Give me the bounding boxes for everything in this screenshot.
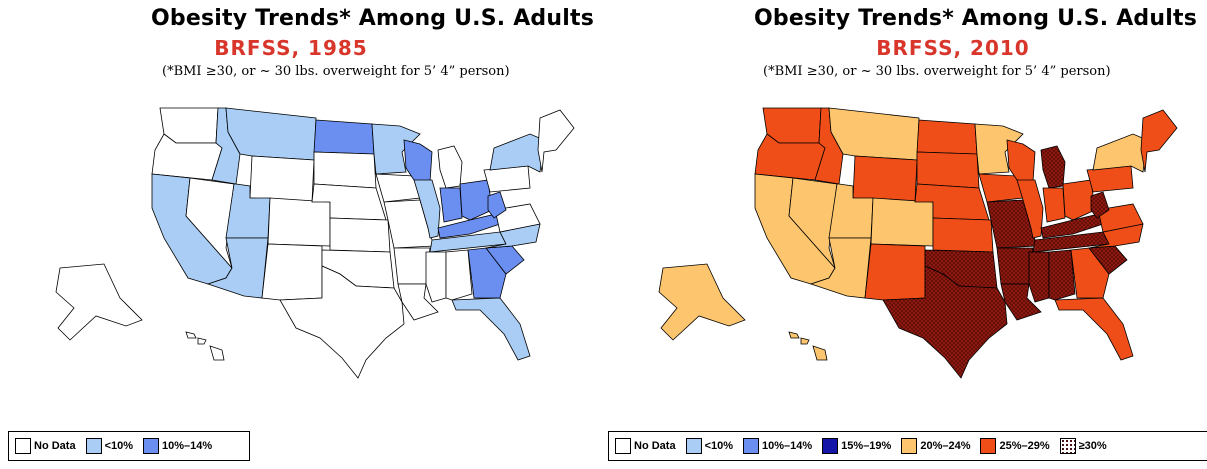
state-oh [459, 179, 493, 221]
state-mn [974, 123, 1024, 175]
state-ar [393, 247, 431, 285]
state-mi [1040, 145, 1066, 189]
state-ga [1070, 247, 1110, 299]
legend-item-no-data: No Data [15, 438, 76, 454]
legend-swatch [980, 438, 997, 454]
state-sd [313, 151, 377, 189]
state-oh [1062, 179, 1096, 221]
legend-swatch [685, 438, 702, 454]
state-wv [1090, 191, 1110, 219]
legend-item-25-29: 25%–29% [980, 438, 1050, 454]
map-legend: No Data <10% 10%–14% [8, 431, 250, 461]
legend-label: No Data [634, 440, 676, 452]
bmi-footnote: (*BMI ≥30, or ~ 30 lbs. overweight for 5… [162, 64, 510, 79]
state-hi [185, 331, 225, 361]
legend-label: 20%–24% [920, 440, 971, 452]
state-ms [1028, 251, 1050, 303]
legend-swatch [1059, 438, 1076, 454]
state-co [267, 197, 331, 247]
state-az [809, 237, 872, 299]
map-panel-1985: Obesity Trends* Among U.S. Adults BRFSS,… [0, 0, 600, 469]
legend-item-no-data: No Data [615, 438, 676, 454]
state-al [445, 249, 473, 301]
state-ks [932, 217, 994, 253]
state-ak [658, 263, 746, 341]
state-mt [828, 107, 920, 161]
state-ny [489, 133, 545, 173]
legend-label: 10%–14% [162, 440, 213, 452]
legend-label: 15%–19% [841, 440, 892, 452]
legend-swatch [743, 438, 760, 454]
state-nd [313, 119, 375, 155]
legend-label: No Data [34, 440, 76, 452]
bmi-footnote: (*BMI ≥30, or ~ 30 lbs. overweight for 5… [763, 64, 1111, 79]
state-in [1042, 187, 1066, 223]
panel-subtitle: BRFSS, 2010 [876, 36, 1030, 60]
state-fl [451, 297, 531, 361]
state-mn [371, 123, 421, 175]
state-il [1016, 179, 1044, 239]
legend-item-20-24: 20%–24% [901, 438, 970, 454]
state-al [1048, 249, 1076, 301]
legend-swatch [615, 438, 631, 454]
state-ks [329, 217, 391, 253]
legend-swatch [901, 438, 918, 454]
panel-title: Obesity Trends* Among U.S. Adults [151, 6, 594, 31]
state-ak [55, 263, 143, 341]
state-nm [864, 243, 926, 301]
state-ar [996, 247, 1034, 285]
legend-item-30-plus: ≥30% [1059, 438, 1107, 454]
map-panel-2010: Obesity Trends* Among U.S. Adults BRFSS,… [603, 0, 1207, 469]
state-nd [916, 119, 978, 155]
state-az [206, 237, 269, 299]
legend-swatch [15, 438, 31, 454]
map-legend: No Data <10% 10%–14% 15%–19% 20%–24% 25%… [608, 431, 1207, 461]
legend-label: 25%–29% [999, 440, 1050, 452]
state-ne-states [537, 109, 575, 173]
state-wv [487, 191, 507, 219]
state-ga [467, 247, 507, 299]
state-sd [916, 151, 980, 189]
legend-swatch [85, 438, 102, 454]
state-mi [437, 145, 463, 189]
state-il [413, 179, 441, 239]
legend-label: 10%–14% [762, 440, 813, 452]
legend-label: <10% [104, 440, 134, 452]
state-ms [425, 251, 447, 303]
state-fl [1054, 297, 1134, 361]
state-tx [279, 265, 405, 379]
state-mt [225, 107, 317, 161]
legend-item-lt10: <10% [685, 438, 734, 454]
state-nm [261, 243, 323, 301]
state-tx [882, 265, 1008, 379]
state-ny [1092, 133, 1148, 173]
legend-swatch [822, 438, 839, 454]
state-co [870, 197, 934, 247]
panel-subtitle: BRFSS, 1985 [214, 36, 368, 60]
legend-swatch [143, 438, 160, 454]
panel-title: Obesity Trends* Among U.S. Adults [754, 6, 1197, 31]
state-in [439, 187, 463, 223]
legend-label: <10% [704, 440, 734, 452]
legend-item-15-19: 15%–19% [822, 438, 891, 454]
state-nv [788, 177, 838, 269]
state-hi [788, 331, 828, 361]
legend-item-lt10: <10% [85, 438, 134, 454]
legend-label: ≥30% [1078, 440, 1107, 452]
state-nv [185, 177, 235, 269]
state-wy [852, 155, 918, 203]
legend-item-10-14: 10%–14% [143, 438, 212, 454]
legend-item-10-14: 10%–14% [743, 438, 812, 454]
state-wy [249, 155, 315, 203]
us-map-2010 [658, 107, 1178, 379]
us-map-1985 [55, 107, 575, 379]
state-ne-states [1140, 109, 1178, 173]
